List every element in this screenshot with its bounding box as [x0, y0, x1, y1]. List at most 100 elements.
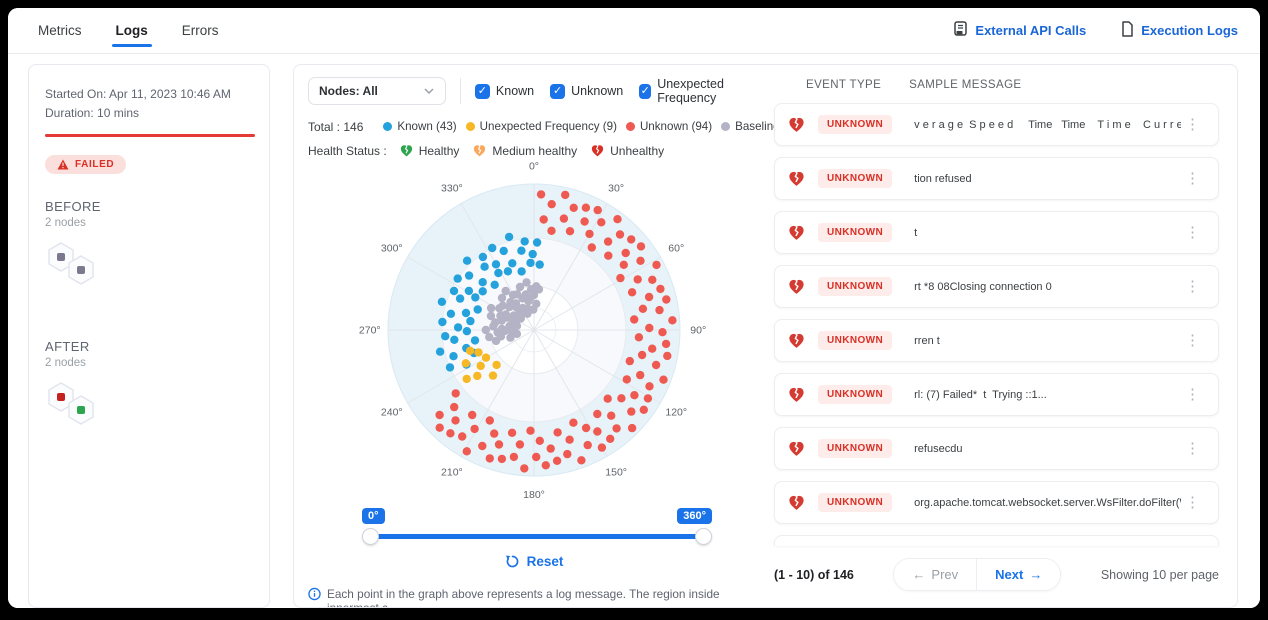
series-checkbox-row: ✓ Known ✓ Unknown ✓ Unexpected Frequency — [474, 77, 760, 105]
event-type-badge: UNKNOWN — [818, 169, 893, 188]
checkbox-check-icon: ✓ — [550, 83, 566, 99]
checkbox-unexpected-frequency[interactable]: ✓ Unexpected Frequency — [639, 77, 760, 105]
run-summary-sidebar: Started On: Apr 11, 2023 10:46 AM Durati… — [28, 64, 270, 608]
event-row[interactable]: UNKNOWN tion refused ⋮ — [774, 157, 1219, 200]
after-title: AFTER — [45, 339, 90, 355]
legend-dot-icon — [721, 122, 731, 131]
node-hexagon[interactable] — [65, 254, 97, 286]
health-status-item: Unhealthy — [590, 143, 664, 158]
sample-message-text: v e r a g e S p e e d Time Time T i m e … — [914, 118, 1181, 131]
broken-heart-icon — [789, 441, 804, 456]
execution-logs-link[interactable]: Execution Logs — [1120, 21, 1238, 40]
row-menu-kebab-icon[interactable]: ⋮ — [1185, 332, 1200, 349]
checkbox-known[interactable]: ✓ Known — [474, 83, 534, 99]
document-icon — [1120, 21, 1134, 40]
checkbox-label: Unknown — [571, 84, 624, 98]
checkbox-check-icon: ✓ — [474, 83, 490, 99]
health-status-item: Healthy — [399, 143, 459, 158]
event-row[interactable]: UNKNOWN refusecdu ⋮ — [774, 427, 1219, 470]
row-menu-kebab-icon[interactable]: ⋮ — [1185, 116, 1200, 133]
reset-button[interactable]: Reset — [308, 554, 760, 569]
next-page-button[interactable]: Next → — [977, 559, 1061, 590]
broken-heart-icon — [789, 279, 804, 294]
next-label: Next — [995, 567, 1024, 582]
svg-text:180°: 180° — [523, 489, 545, 501]
legend-item: Known (43) — [383, 120, 457, 133]
total-count-label: Total : 146 — [308, 119, 364, 134]
reset-icon — [505, 555, 518, 568]
legend-item: Unknown (94) — [625, 120, 712, 133]
app-window: Metrics Logs Errors External API Calls E… — [8, 8, 1260, 608]
broken-heart-icon — [789, 495, 804, 510]
prev-label: Prev — [931, 567, 959, 582]
slider-min-badge: 0° — [362, 508, 385, 524]
row-menu-kebab-icon[interactable]: ⋮ — [1185, 494, 1200, 511]
chart-column: Nodes: All ✓ Known ✓ Unknown ✓ Unexpected Fre… — [294, 65, 803, 608]
event-row-partial — [774, 535, 1219, 546]
svg-text:210°: 210° — [441, 467, 463, 479]
health-status-item: Medium healthy — [472, 143, 577, 158]
checkbox-label: Unexpected Frequency — [657, 77, 724, 105]
svg-text:0°: 0° — [529, 160, 539, 172]
row-menu-kebab-icon[interactable]: ⋮ — [1185, 278, 1200, 295]
event-row[interactable]: UNKNOWN org.apache.tomcat.websocket.serve… — [774, 481, 1219, 524]
header-links: External API Calls Execution Logs — [953, 21, 1238, 40]
node-hexagon[interactable] — [65, 394, 97, 426]
event-type-badge: UNKNOWN — [818, 223, 893, 242]
events-table-header: EVENT TYPE SAMPLE MESSAGE — [774, 79, 1219, 91]
info-icon — [308, 587, 321, 601]
checkbox-unknown[interactable]: ✓ Unknown — [550, 83, 624, 99]
row-menu-kebab-icon[interactable]: ⋮ — [1185, 386, 1200, 403]
node-hexagon[interactable] — [45, 381, 77, 413]
sample-message-text: rl: (7) Failed* t Trying ::1... — [914, 388, 1047, 401]
prev-page-button[interactable]: ← Prev — [894, 559, 978, 590]
svg-text:60°: 60° — [668, 242, 684, 254]
polar-scatter-chart[interactable]: 0° 30° 60° 90° 120° 150° 180° 210° 240° 270° 300° 3… — [336, 160, 732, 506]
row-menu-kebab-icon[interactable]: ⋮ — [1185, 224, 1200, 241]
svg-text:330°: 330° — [441, 182, 463, 194]
slider-handle-max[interactable] — [695, 528, 712, 545]
external-api-calls-link[interactable]: External API Calls — [953, 21, 1086, 40]
event-type-badge: UNKNOWN — [818, 331, 893, 350]
status-badge-label: FAILED — [75, 159, 115, 171]
warning-triangle-icon — [57, 159, 69, 170]
divider — [460, 78, 461, 104]
sample-message-text: tion refused — [914, 172, 972, 185]
svg-text:240°: 240° — [381, 407, 403, 419]
pagination-range-label: (1 - 10) of 146 — [774, 567, 854, 582]
svg-text:30°: 30° — [608, 182, 624, 194]
event-row[interactable]: UNKNOWN rren t ⋮ — [774, 319, 1219, 362]
svg-text:150°: 150° — [605, 467, 627, 479]
sample-message-text: rren t — [914, 334, 940, 347]
tab-logs[interactable]: Logs — [111, 8, 153, 53]
event-row[interactable]: UNKNOWN v e r a g e S p e e d Time Time T… — [774, 103, 1219, 146]
event-row[interactable]: UNKNOWN rl: (7) Failed* t Trying ::1... ⋮ — [774, 373, 1219, 416]
slider-handle-min[interactable] — [362, 528, 379, 545]
reset-label: Reset — [526, 554, 564, 569]
event-type-badge: UNKNOWN — [818, 115, 893, 134]
event-row[interactable]: UNKNOWN rt *8 08Closing connection 0 ⋮ — [774, 265, 1219, 308]
node-hexagon[interactable] — [45, 241, 77, 273]
before-node-group — [45, 241, 255, 293]
logs-panel: Nodes: All ✓ Known ✓ Unknown ✓ Unexpected Fre… — [293, 64, 1238, 608]
event-row[interactable]: UNKNOWN t ⋮ — [774, 211, 1219, 254]
tab-metrics[interactable]: Metrics — [38, 23, 82, 38]
row-menu-kebab-icon[interactable]: ⋮ — [1185, 170, 1200, 187]
slider-track[interactable] — [370, 534, 704, 539]
left-arrow-icon: ← — [912, 567, 926, 582]
legend-dot-icon — [465, 122, 475, 131]
svg-text:300°: 300° — [381, 242, 403, 254]
nodes-dropdown[interactable]: Nodes: All — [308, 77, 446, 105]
broken-heart-icon — [789, 333, 804, 348]
sample-message-text: t — [914, 226, 918, 239]
broken-heart-icon — [789, 225, 804, 240]
row-menu-kebab-icon[interactable]: ⋮ — [1185, 440, 1200, 457]
chevron-down-icon — [424, 88, 434, 95]
chart-info-text: Each point in the graph above represents… — [326, 587, 720, 608]
per-page-label: Showing 10 per page — [1100, 567, 1219, 582]
tab-errors[interactable]: Errors — [181, 23, 219, 38]
sample-message-text: refusecdu — [914, 442, 963, 455]
event-type-badge: UNKNOWN — [818, 439, 893, 458]
api-document-icon — [953, 21, 968, 40]
events-column: EVENT TYPE SAMPLE MESSAGE UNKNOWN v e r a… — [764, 65, 1237, 607]
